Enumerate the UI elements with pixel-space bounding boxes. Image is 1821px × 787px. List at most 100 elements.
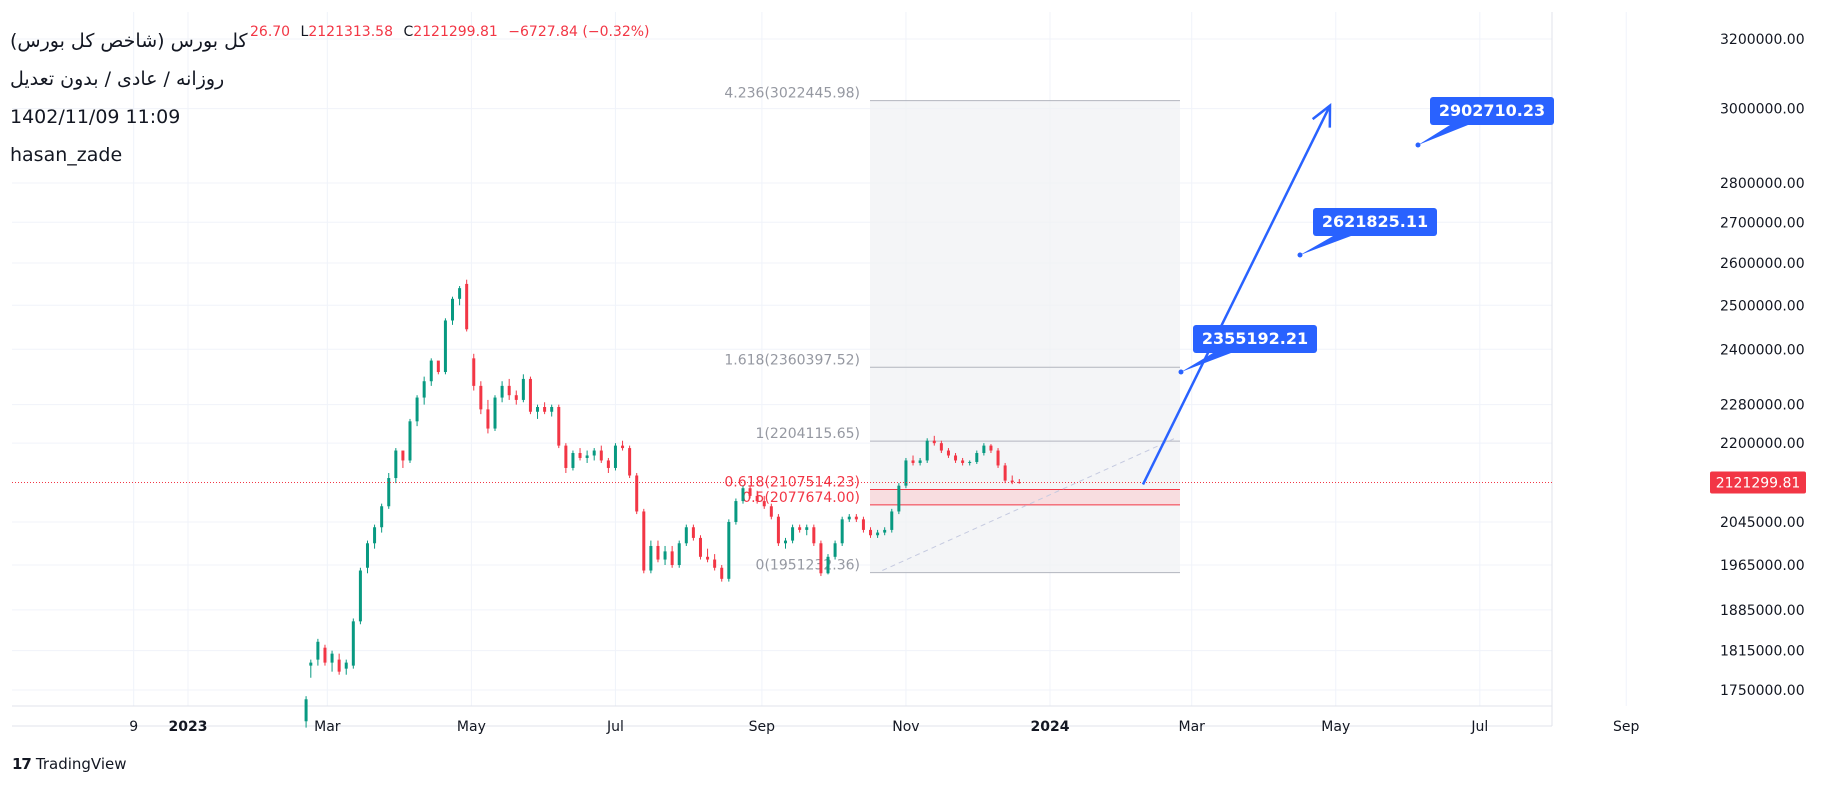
price-tick-label: 2045000.00 — [1720, 515, 1805, 531]
candle-body — [833, 543, 837, 557]
price-tick-label: 1965000.00 — [1720, 558, 1805, 574]
time-tick-label: Sep — [1613, 719, 1640, 735]
candle-body — [599, 450, 603, 461]
time-tick-label: Mar — [314, 719, 341, 735]
fib-level-label: 1(2204115.65) — [756, 426, 860, 442]
candle-body — [939, 443, 943, 451]
candle-body — [514, 395, 518, 400]
candle-body — [536, 407, 540, 412]
fib-level-label: 4.236(3022445.98) — [724, 86, 860, 102]
candle-body — [401, 450, 405, 461]
candle-body — [323, 647, 327, 663]
candle-body — [911, 460, 915, 463]
candle-body — [720, 567, 724, 579]
time-tick-label: Nov — [892, 719, 919, 735]
candle-body — [465, 283, 469, 330]
price-tick-label: 2800000.00 — [1720, 176, 1805, 192]
candle-body — [578, 453, 582, 458]
tradingview-watermark[interactable]: 17 TradingView — [12, 755, 127, 773]
candle-body — [443, 320, 447, 373]
candle-body — [783, 540, 787, 544]
target-price-callout[interactable]: 2621825.11 — [1297, 208, 1438, 258]
candle-body — [989, 445, 993, 451]
fib-level-label: 1.618(2360397.52) — [724, 352, 860, 368]
grid-lines — [12, 12, 1627, 727]
fib-zone-618-05 — [870, 489, 1180, 505]
price-tick-label: 1750000.00 — [1720, 683, 1805, 699]
candle-body — [869, 529, 873, 536]
low-label: L — [300, 24, 309, 40]
target-arrow-line — [1141, 105, 1332, 486]
candle-body — [826, 556, 830, 574]
candle-body — [741, 488, 745, 502]
candle-body — [975, 453, 979, 462]
candle-body — [344, 662, 348, 669]
fib-level-label: 0.5(2077674.00) — [742, 490, 860, 506]
candle-body — [684, 527, 688, 544]
symbol-title[interactable]: کل بورس (شاخص کل بورس) — [10, 30, 248, 52]
time-tick-label: Mar — [1178, 719, 1205, 735]
candle-body — [380, 506, 384, 528]
candle-body — [805, 527, 809, 530]
candle-body — [791, 527, 795, 541]
candle-body — [528, 378, 532, 412]
price-tick-label: 2600000.00 — [1720, 256, 1805, 272]
trend-drawings[interactable]: 2902710.23 2621825.11 2355192.21 — [1141, 97, 1555, 486]
time-tick-label: Jul — [1470, 719, 1488, 735]
candle-body — [507, 385, 511, 396]
candle-body — [918, 460, 922, 463]
price-tick-label: 1815000.00 — [1720, 644, 1805, 660]
candle-body — [996, 450, 1000, 466]
target-price-callout[interactable]: 2902710.23 — [1415, 97, 1555, 148]
tradingview-text: TradingView — [35, 755, 127, 773]
price-tick-label: 2400000.00 — [1720, 342, 1805, 358]
candle-body — [954, 455, 958, 461]
time-tick-label: May — [1321, 719, 1350, 735]
candle-body — [304, 699, 308, 722]
close-value: 2121299.81 — [413, 24, 498, 40]
candle-body — [698, 537, 702, 557]
fibonacci-extension[interactable]: 4.236(3022445.98) 1.618(2360397.52) 1(2204… — [724, 86, 1180, 574]
candle-body — [521, 378, 525, 400]
callout-price-label: 2355192.21 — [1202, 329, 1308, 348]
candle-body — [727, 521, 731, 579]
callout-anchor-dot — [1178, 369, 1184, 375]
price-tick-label: 3200000.00 — [1720, 32, 1805, 48]
time-axis[interactable]: 9 2023 Mar May Jul Sep Nov 2024 Mar May Jul Sep — [129, 719, 1639, 735]
time-tick-label: 2023 — [169, 719, 208, 735]
candle-body — [1003, 465, 1007, 481]
candle-body — [585, 455, 589, 458]
candle-body — [762, 501, 766, 507]
candle-body — [316, 641, 320, 660]
callout-price-label: 2902710.23 — [1439, 101, 1545, 120]
candle-body — [755, 495, 759, 502]
current-price-tag-label: 2121299.81 — [1716, 475, 1801, 491]
current-price-tag — [1710, 471, 1806, 494]
candle-body — [486, 409, 490, 429]
candle-body — [904, 460, 908, 486]
price-tick-label: 2280000.00 — [1720, 398, 1805, 414]
candle-body — [876, 532, 880, 536]
callout-pointer — [1418, 125, 1468, 145]
candle-body — [337, 659, 341, 672]
author-name[interactable]: hasan_zade — [10, 144, 123, 166]
candle-body — [982, 445, 986, 454]
time-tick-label: Sep — [749, 719, 776, 735]
candle-body — [968, 461, 972, 463]
callout-box — [1313, 208, 1437, 236]
price-axis[interactable]: 3200000.00 3000000.00 2800000.00 2700000.00… — [1710, 32, 1806, 699]
callout-box — [1193, 325, 1317, 353]
candle-body — [861, 519, 865, 530]
target-price-callout[interactable]: 2355192.21 — [1178, 325, 1318, 375]
open-value-tail: 26.70 — [250, 24, 291, 40]
candle-body — [713, 559, 717, 568]
price-tick-label: 1885000.00 — [1720, 603, 1805, 619]
candle-body — [748, 488, 752, 496]
interval-description: روزانه / عادی / بدون تعدیل — [10, 68, 225, 90]
candle-body — [847, 516, 851, 520]
candle-body — [812, 527, 816, 544]
callout-pointer — [1181, 353, 1231, 372]
candle-body — [365, 543, 369, 568]
snapshot-datetime: 1402/11/09 11:09 — [10, 106, 181, 128]
